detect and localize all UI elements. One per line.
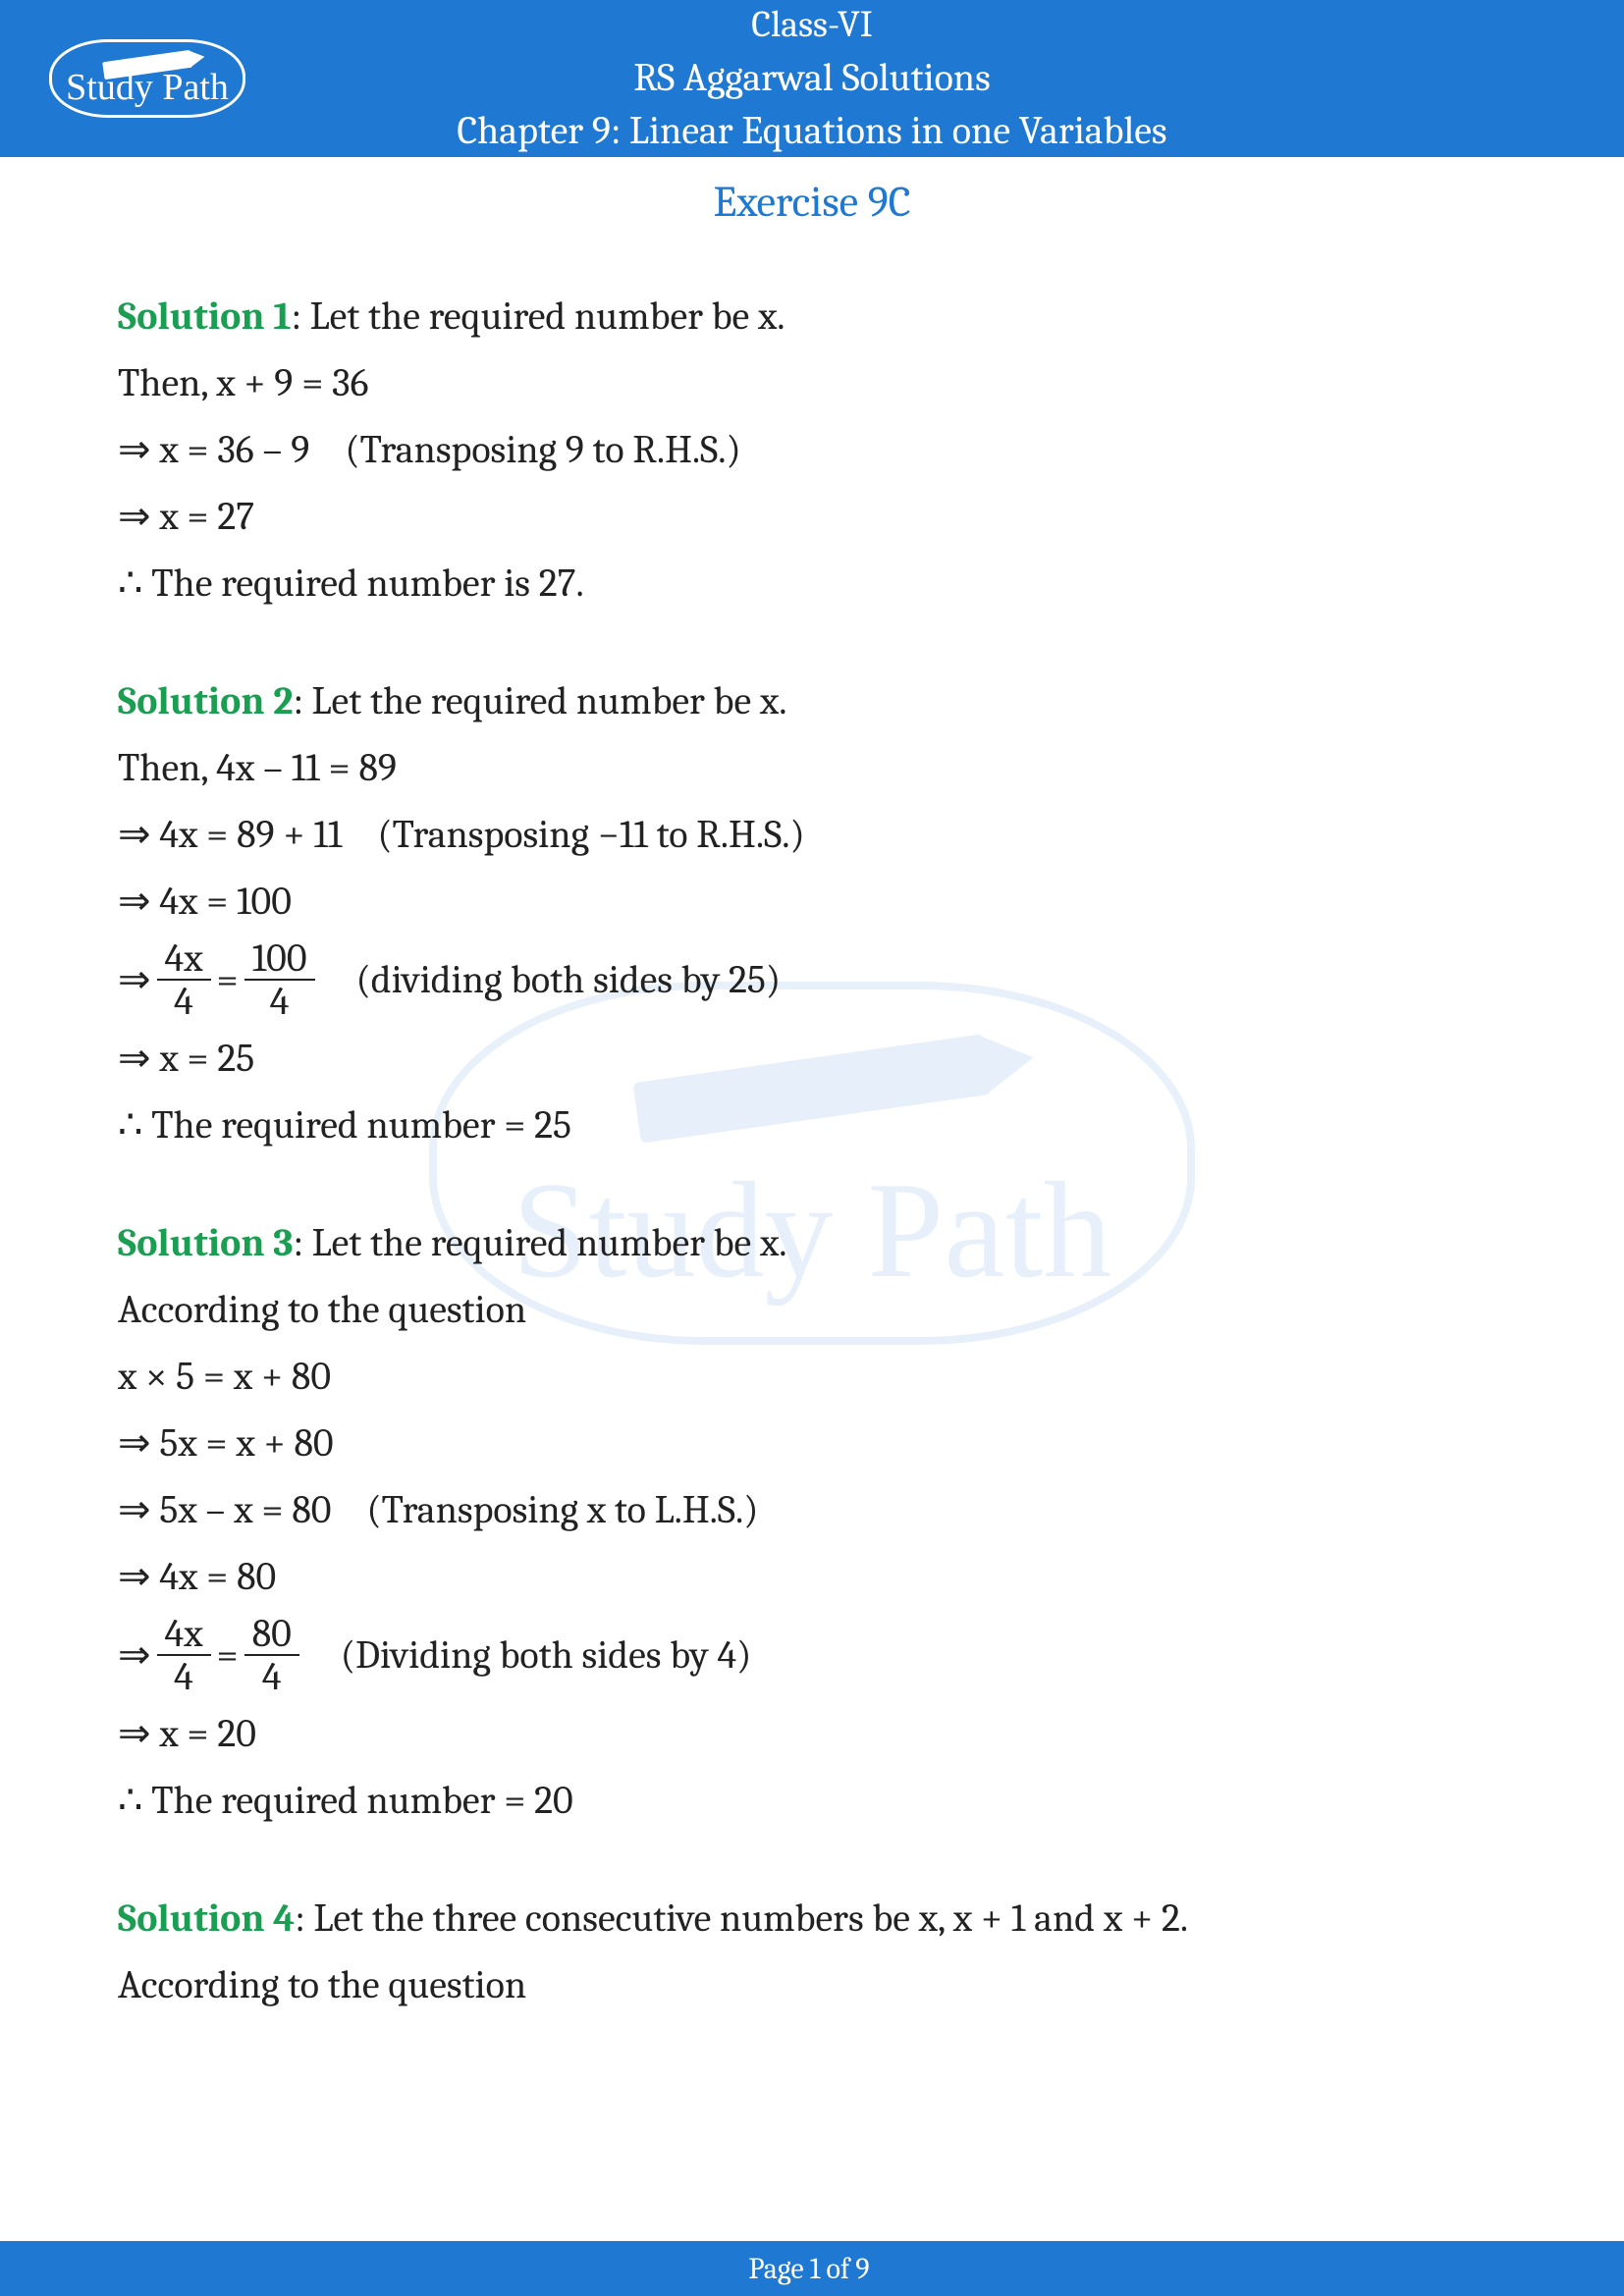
step-text: ⇒ x = 36 – 9: [118, 419, 309, 480]
step-text: ∴ The required number = 20: [118, 1770, 573, 1831]
step-text: ⇒ 4x = 89 + 11: [118, 804, 342, 865]
logo: Study Path: [20, 39, 275, 118]
logo-oval: Study Path: [49, 39, 245, 118]
fraction-denominator: 4: [166, 981, 201, 1022]
equals-sign: =: [217, 1625, 239, 1685]
class-label: Class-VI: [275, 0, 1349, 50]
solution-label: Solution 3: [118, 1220, 294, 1265]
step-text: ⇒ x = 27: [118, 486, 254, 547]
solution-label: Solution 4: [118, 1896, 295, 1941]
fraction-denominator: 4: [254, 1656, 290, 1697]
solution-step: According to the question: [118, 1279, 1506, 1340]
solution-step: ∴ The required number is 27.: [118, 553, 1506, 614]
solution-step: ∴ The required number = 25: [118, 1095, 1506, 1155]
solution-step: Then, 4x – 11 = 89: [118, 737, 1506, 798]
solution-step: Then, x + 9 = 36: [118, 352, 1506, 413]
content-area: Solution 1: Let the required number be x…: [0, 246, 1624, 2015]
step-text: ⇒ x = 25: [118, 1028, 254, 1089]
solution-block: Solution 3: Let the required number be x…: [118, 1212, 1506, 1831]
footer-bar: Page 1 of 9: [0, 2241, 1624, 2296]
solution-step: ⇒ 5x = x + 80: [118, 1413, 1506, 1473]
solution-label: Solution 2: [118, 678, 294, 723]
fraction-numerator: 100: [244, 937, 315, 981]
page-current: 1: [810, 2252, 821, 2286]
step-text: Then, 4x – 11 = 89: [118, 737, 397, 798]
fraction-numerator: 80: [244, 1613, 299, 1656]
solution-block: Solution 2: Let the required number be x…: [118, 670, 1506, 1155]
solution-step: ⇒ x = 20: [118, 1703, 1506, 1764]
equals-sign: =: [217, 949, 239, 1010]
solution-heading: Solution 1: Let the required number be x…: [118, 286, 1506, 347]
book-title: RS Aggarwal Solutions: [275, 51, 1349, 104]
solution-step: ⇒ 4x = 100: [118, 871, 1506, 932]
solution-step: ⇒ x = 36 – 9 (Transposing 9 to R.H.S.): [118, 419, 1506, 480]
page-total: 9: [855, 2252, 869, 2286]
solution-step: ∴ The required number = 20: [118, 1770, 1506, 1831]
solution-step: According to the question: [118, 1954, 1506, 2015]
solution-heading: Solution 4: Let the three consecutive nu…: [118, 1888, 1506, 1949]
fraction-prefix: ⇒: [118, 949, 151, 1010]
step-text: ⇒ 5x – x = 80: [118, 1479, 331, 1540]
step-text: ∴ The required number is 27.: [118, 553, 584, 614]
fraction-right: 1004: [244, 937, 315, 1022]
header-bar: Study Path Class-VI RS Aggarwal Solution…: [0, 0, 1624, 157]
step-text: According to the question: [118, 1954, 526, 2015]
step-text: ⇒ 4x = 80: [118, 1546, 276, 1607]
fraction-denominator: 4: [262, 981, 298, 1022]
solution-step: ⇒ 4x4 = 804(Dividing both sides by 4): [118, 1613, 1506, 1697]
fraction-left: 4x4: [157, 937, 211, 1022]
solution-heading: Solution 2: Let the required number be x…: [118, 670, 1506, 731]
solution-step: ⇒ 4x = 89 + 11 (Transposing −11 to R.H.S.…: [118, 804, 1506, 865]
solution-intro: : Let the three consecutive numbers be x…: [295, 1896, 1188, 1941]
exercise-title: Exercise 9C: [0, 177, 1624, 227]
step-hint: (Transposing −11 to R.H.S.): [377, 804, 804, 865]
solution-step: ⇒ 4x4 = 1004(dividing both sides by 25): [118, 937, 1506, 1022]
step-text: x × 5 = x + 80: [118, 1346, 331, 1407]
step-hint: (Transposing x to L.H.S.): [366, 1479, 758, 1540]
footer-sep: of: [826, 2252, 849, 2286]
step-text: ⇒ 5x = x + 80: [118, 1413, 334, 1473]
step-text: Then, x + 9 = 36: [118, 352, 368, 413]
step-hint: (Transposing 9 to R.H.S.): [345, 419, 740, 480]
header-titles: Class-VI RS Aggarwal Solutions Chapter 9…: [275, 0, 1349, 156]
fraction-numerator: 4x: [157, 937, 211, 981]
solution-block: Solution 1: Let the required number be x…: [118, 286, 1506, 614]
solution-step: ⇒ 5x – x = 80 (Transposing x to L.H.S.): [118, 1479, 1506, 1540]
solution-heading: Solution 3: Let the required number be x…: [118, 1212, 1506, 1273]
solution-intro: : Let the required number be x.: [294, 678, 787, 723]
step-hint: (dividing both sides by 25): [356, 949, 782, 1010]
fraction-numerator: 4x: [157, 1613, 211, 1656]
solution-label: Solution 1: [118, 294, 292, 339]
solution-intro: : Let the required number be x.: [292, 294, 785, 339]
footer-prefix: Page: [748, 2252, 803, 2286]
step-hint: (Dividing both sides by 4): [341, 1625, 752, 1685]
step-text: ⇒ 4x = 100: [118, 871, 292, 932]
step-text: ∴ The required number = 25: [118, 1095, 571, 1155]
solution-step: ⇒ x = 25: [118, 1028, 1506, 1089]
fraction-prefix: ⇒: [118, 1625, 151, 1685]
solution-block: Solution 4: Let the three consecutive nu…: [118, 1888, 1506, 2015]
solution-step: ⇒ 4x = 80: [118, 1546, 1506, 1607]
chapter-title: Chapter 9: Linear Equations in one Varia…: [275, 104, 1349, 157]
fraction-denominator: 4: [166, 1656, 201, 1697]
solution-step: x × 5 = x + 80: [118, 1346, 1506, 1407]
solution-step: ⇒ x = 27: [118, 486, 1506, 547]
step-text: According to the question: [118, 1279, 526, 1340]
solution-intro: : Let the required number be x.: [294, 1220, 787, 1265]
step-text: ⇒ x = 20: [118, 1703, 256, 1764]
fraction-right: 804: [244, 1613, 299, 1697]
fraction-left: 4x4: [157, 1613, 211, 1697]
